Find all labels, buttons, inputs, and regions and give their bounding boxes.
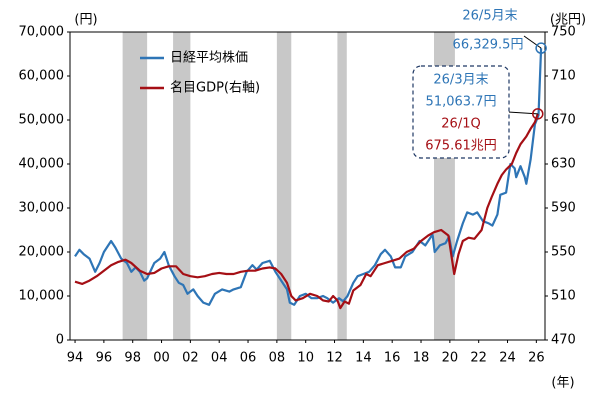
x-tick-label: 00 [153, 351, 170, 366]
y-tick-label: 40,000 [19, 157, 65, 172]
plot-frame [69, 31, 546, 341]
legend-label: 日経平均株価 [170, 51, 248, 66]
annotation: 675.61兆円 [425, 139, 497, 154]
callout-box [412, 65, 510, 159]
y2-tick-label: 670 [551, 113, 576, 128]
y2-tick-label: 630 [551, 157, 576, 172]
y2-tick-label: 470 [551, 333, 576, 348]
x-tick-label: 10 [297, 351, 314, 366]
shaded-period [276, 32, 292, 340]
x-tick-label: 24 [499, 351, 516, 366]
x-tick-label: 98 [124, 351, 141, 366]
x-tick-label: 08 [269, 351, 286, 366]
x-tick-label: 02 [182, 351, 199, 366]
shaded-period [337, 32, 347, 340]
annotation: 51,063.7円 [426, 95, 497, 110]
y2-tick-label: 550 [551, 245, 576, 260]
x-tick-label: 14 [355, 351, 372, 366]
x-tick-label: 22 [470, 351, 487, 366]
y2-unit: (兆円) [550, 13, 586, 28]
x-unit: (年) [551, 376, 574, 391]
y-tick-label: 50,000 [19, 113, 65, 128]
y-tick-label: 30,000 [19, 201, 65, 216]
y-unit: (円) [74, 13, 97, 28]
y2-tick-label: 750 [551, 25, 576, 40]
y-tick-label: 0 [56, 333, 64, 348]
x-tick-label: 20 [442, 351, 459, 366]
y2-tick-label: 590 [551, 201, 576, 216]
shaded-period [122, 32, 148, 340]
x-tick-label: 06 [240, 351, 257, 366]
x-tick-label: 12 [326, 351, 343, 366]
y-tick-label: 10,000 [19, 289, 65, 304]
y-tick-label: 60,000 [19, 69, 65, 84]
x-tick-label: 16 [384, 351, 401, 366]
y-tick-label: 20,000 [19, 245, 65, 260]
x-tick-label: 94 [67, 351, 84, 366]
annotation: 26/5月末 [462, 9, 517, 24]
x-tick-label: 04 [211, 351, 228, 366]
annotation: 26/1Q [441, 117, 480, 132]
x-tick-label: 96 [96, 351, 113, 366]
marker [532, 108, 544, 120]
leader-line [523, 35, 542, 49]
legend-label: 名目GDP(右軸) [170, 80, 260, 96]
y2-tick-label: 510 [551, 289, 576, 304]
marker [535, 42, 547, 54]
y2-tick-label: 710 [551, 69, 576, 84]
shaded-period [173, 32, 191, 340]
series-line [74, 113, 539, 310]
annotation: 26/3月末 [433, 73, 488, 88]
x-tick-label: 26 [528, 351, 545, 366]
x-tick-label: 18 [413, 351, 430, 366]
y-tick-label: 70,000 [19, 25, 65, 40]
annotation: 66,329.5円 [453, 38, 524, 53]
